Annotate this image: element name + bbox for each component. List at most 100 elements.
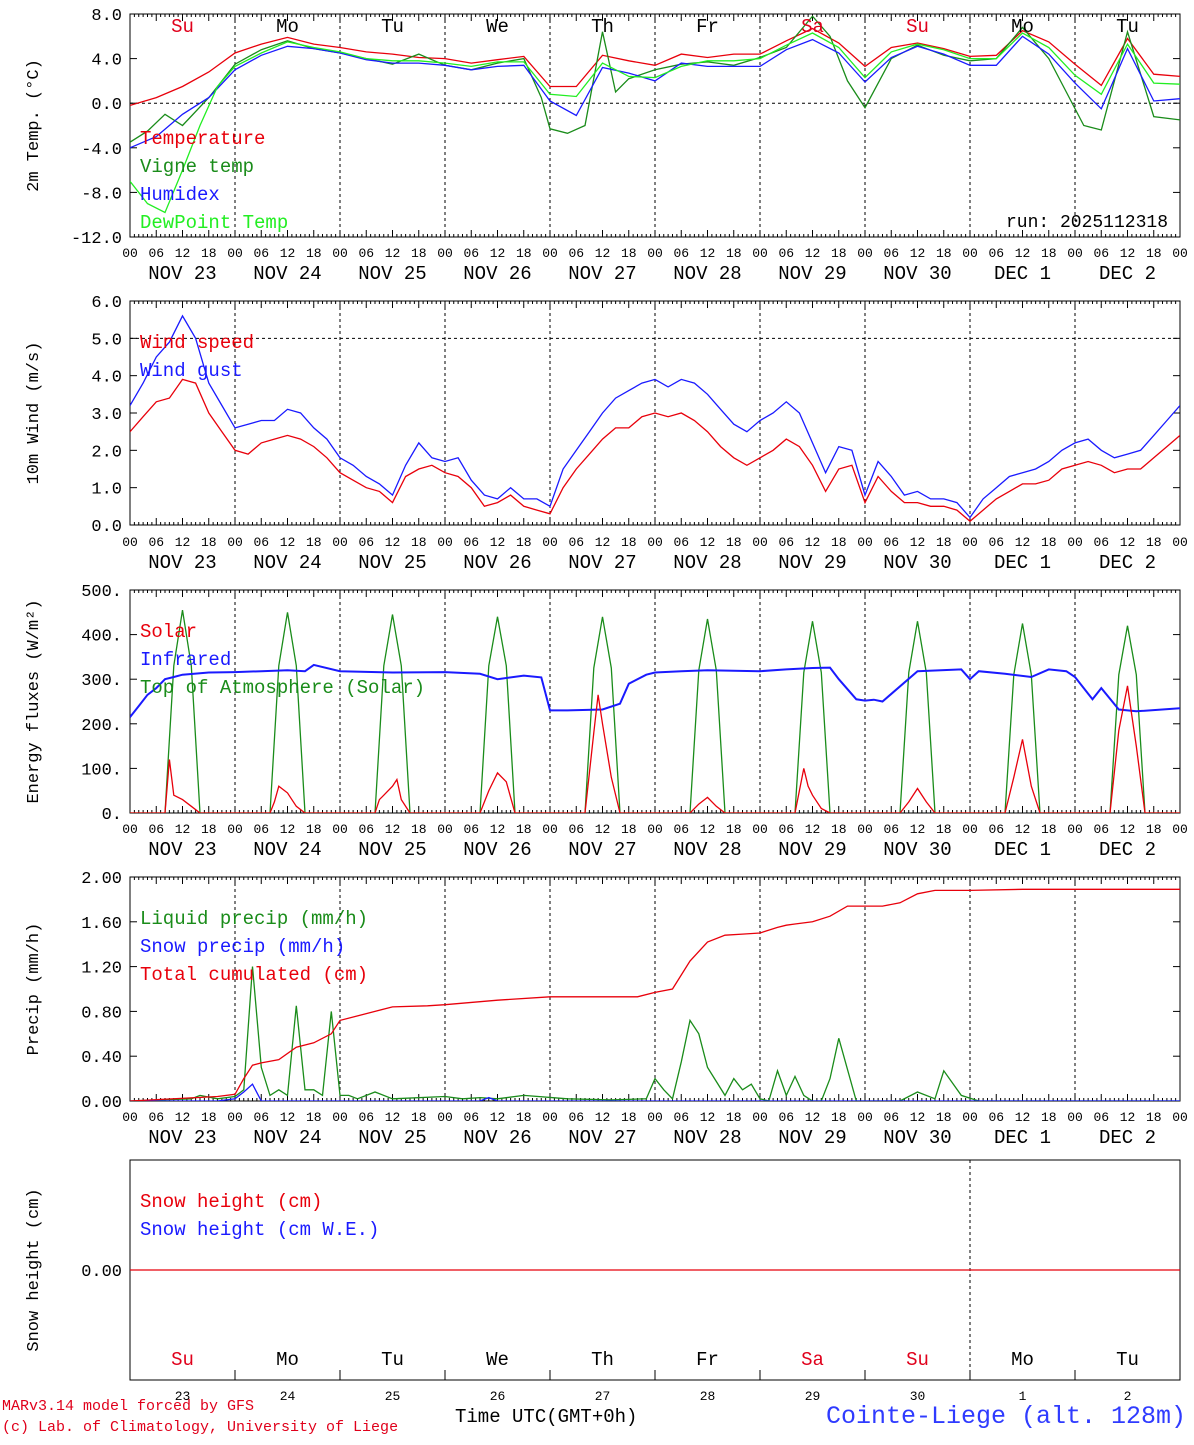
hour-tick-label: 12 xyxy=(910,535,926,550)
series-liquid-precip-mm-h xyxy=(130,966,1180,1101)
hour-tick-label: 18 xyxy=(1041,535,1057,550)
y-tick-label: 4.0 xyxy=(91,369,122,388)
weekday-label: Su xyxy=(906,16,929,38)
y-tick-label: -4.0 xyxy=(81,141,122,160)
hour-tick-label: 00 xyxy=(962,822,978,837)
hour-tick-label: 12 xyxy=(385,822,401,837)
hour-tick-label: 06 xyxy=(883,1110,899,1125)
hour-tick-label: 18 xyxy=(1041,1110,1057,1125)
hour-tick-label: 12 xyxy=(595,1110,611,1125)
run-label: run: 2025112318 xyxy=(1006,213,1168,233)
y-tick-label: 2.00 xyxy=(81,870,122,889)
hour-tick-label: 18 xyxy=(1041,822,1057,837)
hour-tick-label: 00 xyxy=(857,822,873,837)
y-tick-label: 300. xyxy=(81,672,122,691)
weekday-label: Mo xyxy=(276,1349,299,1371)
hour-tick-label: 00 xyxy=(1067,1110,1083,1125)
series-humidex xyxy=(130,35,1180,149)
hour-tick-label: 00 xyxy=(332,1110,348,1125)
y-tick-label: 8.0 xyxy=(91,7,122,26)
hour-tick-label: 18 xyxy=(726,822,742,837)
date-tick-label: NOV 25 xyxy=(358,1127,426,1149)
hour-tick-label: 18 xyxy=(516,1110,532,1125)
date-tick-label: NOV 24 xyxy=(253,552,321,574)
weekday-label: Fr xyxy=(696,1349,719,1371)
y-tick-label: 0.40 xyxy=(81,1049,122,1068)
date-tick-label: DEC 2 xyxy=(1099,1127,1156,1149)
hour-tick-label: 00 xyxy=(647,246,663,261)
hour-tick-label: 06 xyxy=(253,246,269,261)
hour-tick-label: 00 xyxy=(647,822,663,837)
hour-tick-label: 00 xyxy=(1067,822,1083,837)
y-tick-label: 0.00 xyxy=(81,1094,122,1113)
series-solar xyxy=(130,685,1180,813)
hour-tick-label: 18 xyxy=(411,246,427,261)
weekday-label: Tu xyxy=(381,1349,404,1371)
hour-tick-label: 00 xyxy=(1172,246,1188,261)
y-tick-label: 200. xyxy=(81,717,122,736)
hour-tick-label: 00 xyxy=(752,246,768,261)
hour-tick-label: 06 xyxy=(358,535,374,550)
hour-tick-label: 12 xyxy=(805,535,821,550)
hour-tick-label: 06 xyxy=(148,822,164,837)
y-tick-label: -8.0 xyxy=(81,185,122,204)
hour-tick-label: 06 xyxy=(358,822,374,837)
y-tick-label: 4.0 xyxy=(91,52,122,71)
series-dewpoint-temp xyxy=(130,32,1180,214)
weekday-label: Fr xyxy=(696,16,719,38)
hour-tick-label: 00 xyxy=(752,822,768,837)
y-tick-label: 1.20 xyxy=(81,960,122,979)
y-tick-label: 2.0 xyxy=(91,443,122,462)
y-tick-label: 100. xyxy=(81,761,122,780)
y-tick-label: 400. xyxy=(81,628,122,647)
weekday-label: Tu xyxy=(381,16,404,38)
legend-entry: Total cumulated (cm) xyxy=(140,964,368,986)
hour-tick-label: 06 xyxy=(253,535,269,550)
weekday-label: Th xyxy=(591,16,614,38)
hour-tick-label: 12 xyxy=(490,1110,506,1125)
weekday-label: Mo xyxy=(276,16,299,38)
legend-entry: Wind speed xyxy=(140,332,254,354)
hour-tick-label: 18 xyxy=(306,246,322,261)
hour-tick-label: 12 xyxy=(175,246,191,261)
weekday-label: Sa xyxy=(801,16,824,38)
date-tick-label: NOV 23 xyxy=(148,552,216,574)
hour-tick-label: 12 xyxy=(910,246,926,261)
date-tick-label: DEC 1 xyxy=(994,552,1051,574)
hour-tick-label: 12 xyxy=(280,535,296,550)
hour-tick-label: 12 xyxy=(1120,1110,1136,1125)
hour-tick-label: 18 xyxy=(306,535,322,550)
date-tick-label: NOV 27 xyxy=(568,1127,636,1149)
hour-tick-label: 00 xyxy=(122,1110,138,1125)
hour-tick-label: 06 xyxy=(673,1110,689,1125)
date-tick-label: NOV 30 xyxy=(883,263,951,285)
hour-tick-label: 18 xyxy=(201,535,217,550)
hour-tick-label: 12 xyxy=(280,822,296,837)
y-tick-label: 6.0 xyxy=(91,294,122,313)
legend-entry: Liquid precip (mm/h) xyxy=(140,908,368,930)
date-tick-label: DEC 2 xyxy=(1099,839,1156,861)
hour-tick-label: 00 xyxy=(962,535,978,550)
y-tick-label: 1.60 xyxy=(81,915,122,934)
date-label: 25 xyxy=(385,1389,401,1404)
date-tick-label: NOV 24 xyxy=(253,263,321,285)
hour-tick-label: 18 xyxy=(831,1110,847,1125)
hour-tick-label: 06 xyxy=(463,246,479,261)
weekday-label: Th xyxy=(591,1349,614,1371)
hour-tick-label: 18 xyxy=(831,822,847,837)
hour-tick-label: 00 xyxy=(962,1110,978,1125)
legend-entry: DewPoint Temp xyxy=(140,212,288,234)
date-tick-label: NOV 28 xyxy=(673,839,741,861)
hour-tick-label: 12 xyxy=(175,822,191,837)
hour-tick-label: 12 xyxy=(385,535,401,550)
date-tick-label: NOV 24 xyxy=(253,1127,321,1149)
hour-tick-label: 18 xyxy=(1041,246,1057,261)
y-tick-label: 0.00 xyxy=(81,1263,122,1282)
weekday-label: We xyxy=(486,1349,509,1371)
hour-tick-label: 12 xyxy=(490,246,506,261)
panel-snow: 0.00 Snow height (cm) Snow height (cm) Snow… xyxy=(25,1159,1181,1381)
hour-tick-label: 00 xyxy=(542,535,558,550)
hour-tick-label: 00 xyxy=(437,535,453,550)
date-tick-label: NOV 25 xyxy=(358,839,426,861)
legend-entry: Temperature xyxy=(140,128,265,150)
